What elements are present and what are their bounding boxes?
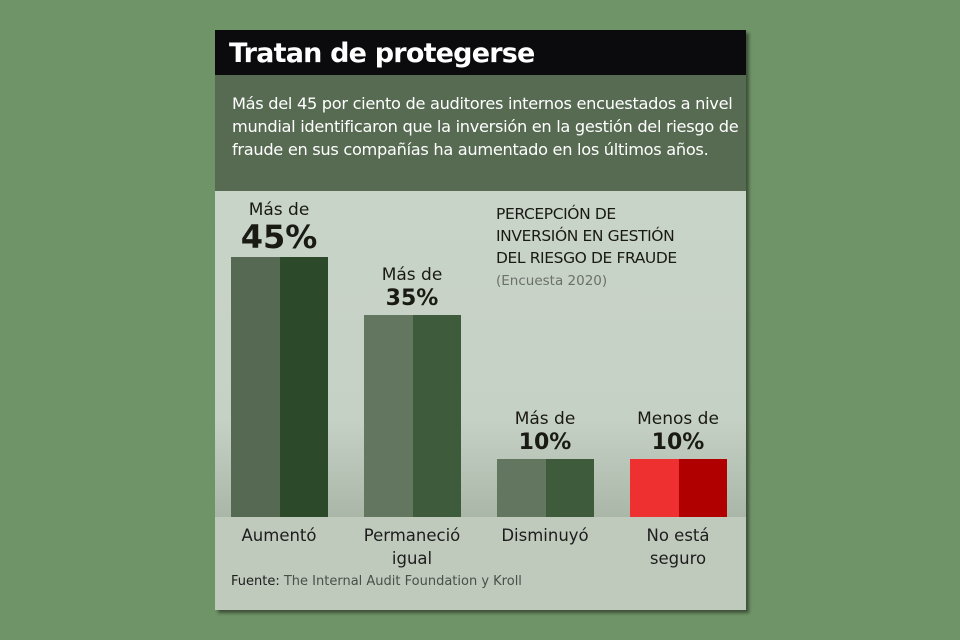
- bar-segment: [412, 314, 461, 517]
- value-label: Más de 45%: [209, 200, 349, 254]
- bar-2: [497, 459, 594, 517]
- bar-segment: [497, 459, 546, 517]
- value-text: 35%: [385, 285, 439, 311]
- category-label: Permaneció igual: [363, 526, 461, 568]
- value-prefix: Más de: [248, 200, 310, 220]
- bar-segment: [364, 314, 413, 517]
- category-band: [215, 517, 746, 610]
- bar-segment: [678, 459, 727, 517]
- value-text: 10%: [651, 430, 705, 456]
- category-label: Disminuyó: [501, 526, 589, 545]
- bar-1: [364, 314, 461, 517]
- category-label: Aumentó: [241, 526, 317, 545]
- value-text: 45%: [240, 218, 318, 256]
- bar-3: [630, 459, 727, 517]
- category-label: No está seguro: [646, 526, 710, 568]
- value-prefix: Más de: [514, 409, 576, 430]
- value-label: Menos de 10%: [608, 409, 748, 457]
- value-prefix: Menos de: [637, 409, 719, 430]
- bar-segment: [279, 257, 328, 517]
- source-note: Fuente: The Internal Audit Foundation y …: [231, 574, 522, 589]
- bar-segment: [545, 459, 594, 517]
- value-label: Más de 35%: [342, 265, 482, 313]
- chart-title: PERCEPCIÓN DE INVERSIÓN EN GESTIÓN DEL R…: [496, 205, 677, 267]
- value-prefix: Más de: [381, 264, 443, 285]
- bar-segment: [630, 459, 679, 517]
- intro-text: Más del 45 por ciento de auditores inter…: [215, 75, 746, 191]
- bar-0: [231, 257, 328, 517]
- source-text: The Internal Audit Foundation y Kroll: [283, 574, 522, 589]
- chart-subtitle: (Encuesta 2020): [496, 273, 608, 289]
- source-label: Fuente:: [231, 574, 280, 589]
- value-label: Más de 10%: [475, 409, 615, 457]
- infographic-card: Tratan de protegerse Más del 45 por cien…: [215, 30, 746, 610]
- headline: Tratan de protegerse: [215, 30, 746, 75]
- bar-segment: [231, 257, 280, 517]
- value-text: 10%: [518, 430, 572, 456]
